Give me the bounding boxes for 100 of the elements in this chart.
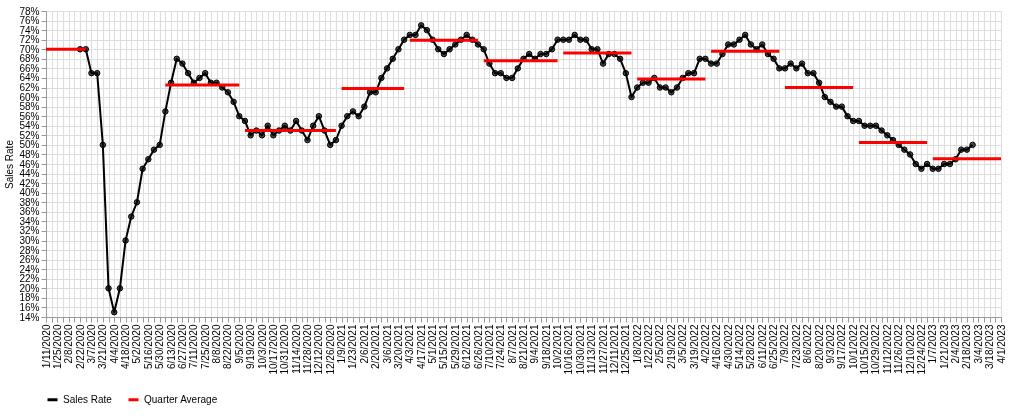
x-tick-label: 5/14/2022 <box>734 324 746 369</box>
x-tick-label: 5/28/2022 <box>745 324 757 369</box>
x-tick-label: 7/11/2020 <box>188 324 200 369</box>
legend-label: Sales Rate <box>63 393 113 405</box>
y-tick-label: 68% <box>19 53 40 65</box>
y-tick-label: 42% <box>19 177 40 189</box>
y-tick-label: 54% <box>19 120 40 132</box>
x-tick-label: 2/4/2023 <box>950 324 962 364</box>
x-tick-label: 3/5/2022 <box>677 324 689 364</box>
x-tick-label: 10/31/2020 <box>279 324 291 375</box>
y-tick-label: 34% <box>19 215 40 227</box>
x-tick-label: 6/27/2020 <box>176 324 188 369</box>
x-tick-label: 8/7/2021 <box>506 324 518 364</box>
y-tick-label: 36% <box>19 206 40 218</box>
y-tick-label: 16% <box>19 301 40 313</box>
y-tick-label: 62% <box>19 82 40 93</box>
x-tick-label: 1/11/2020 <box>40 324 52 369</box>
x-tick-label: 7/10/2021 <box>483 324 495 369</box>
y-tick-label: 76% <box>19 15 40 27</box>
x-tick-label: 11/14/2020 <box>290 324 302 374</box>
y-tick-label: 48% <box>19 148 40 160</box>
y-tick-label: 46% <box>19 158 40 170</box>
x-tick-label: 2/22/2020 <box>74 324 86 369</box>
x-tick-label: 12/26/2020 <box>324 324 336 375</box>
x-tick-label: 5/16/2020 <box>142 324 154 369</box>
x-tick-label: 2/19/2022 <box>665 324 677 369</box>
x-tick-label: 4/4/2020 <box>108 324 120 364</box>
y-tick-label: 52% <box>19 129 40 141</box>
x-tick-label: 4/1/2023 <box>995 324 1007 364</box>
x-tick-label: 6/25/2022 <box>768 324 780 369</box>
x-tick-label: 8/20/2022 <box>813 324 825 369</box>
x-tick-label: 3/4/2023 <box>972 324 984 364</box>
x-tick-label: 1/21/2023 <box>938 324 950 369</box>
y-tick-label: 50% <box>19 139 40 151</box>
x-tick-label: 6/11/2022 <box>756 324 768 369</box>
x-tick-label: 5/30/2020 <box>154 324 166 369</box>
x-tick-label: 1/8/2022 <box>631 324 643 364</box>
x-tick-label: 4/18/2020 <box>120 324 132 369</box>
y-tick-label: 40% <box>19 187 40 199</box>
x-tick-label: 4/2/2022 <box>699 324 711 364</box>
x-tick-label: 1/22/2022 <box>643 324 655 369</box>
x-tick-label: 10/16/2021 <box>563 324 575 375</box>
x-tick-label: 12/25/2021 <box>620 324 632 375</box>
x-tick-label: 8/22/2020 <box>222 324 234 369</box>
x-tick-label: 6/26/2021 <box>472 324 484 369</box>
x-tick-label: 3/6/2021 <box>381 324 393 364</box>
y-tick-label: 60% <box>19 91 40 103</box>
x-tick-label: 11/28/2020 <box>301 324 313 374</box>
y-tick-label: 44% <box>19 168 40 180</box>
y-tick-label: 30% <box>19 235 40 246</box>
x-tick-label: 7/25/2020 <box>199 324 211 369</box>
y-tick-label: 78% <box>19 5 40 17</box>
x-tick-label: 10/15/2022 <box>859 324 871 375</box>
y-tick-label: 38% <box>19 196 40 208</box>
x-tick-label: 2/5/2022 <box>654 324 666 364</box>
legend-label: Quarter Average <box>144 393 218 405</box>
y-tick-label: 58% <box>19 101 40 113</box>
x-tick-label: 10/2/2021 <box>552 324 564 369</box>
x-tick-label: 9/3/2022 <box>824 324 836 364</box>
y-tick-label: 14% <box>19 311 40 323</box>
x-tick-label: 5/15/2021 <box>438 324 450 369</box>
x-tick-label: 9/18/2021 <box>540 324 552 369</box>
x-tick-label: 5/2/2020 <box>131 324 143 364</box>
y-tick-label: 64% <box>19 72 40 84</box>
x-tick-label: 4/30/2022 <box>722 324 734 369</box>
x-tick-label: 5/1/2021 <box>427 324 439 364</box>
x-tick-label: 2/20/2021 <box>370 324 382 369</box>
x-tick-label: 6/12/2021 <box>461 324 473 369</box>
x-tick-label: 3/7/2020 <box>85 324 97 364</box>
x-tick-label: 10/29/2022 <box>870 324 882 375</box>
x-tick-label: 4/3/2021 <box>404 324 416 364</box>
x-tick-label: 4/16/2022 <box>711 324 723 369</box>
y-tick-label: 72% <box>19 34 40 46</box>
x-tick-label: 9/17/2022 <box>836 324 848 369</box>
x-tick-label: 3/21/2020 <box>97 324 109 369</box>
x-tick-label: 7/23/2022 <box>790 324 802 369</box>
y-tick-label: 70% <box>19 43 40 55</box>
y-tick-label: 66% <box>19 62 40 74</box>
x-tick-label: 10/30/2021 <box>574 324 586 375</box>
x-tick-label: 1/25/2020 <box>51 324 63 369</box>
x-tick-label: 9/5/2020 <box>233 324 245 364</box>
x-tick-label: 10/1/2022 <box>847 324 859 369</box>
x-tick-label: 3/20/2021 <box>392 324 404 369</box>
x-tick-label: 11/12/2022 <box>881 324 893 374</box>
x-tick-label: 8/8/2020 <box>211 324 223 364</box>
y-tick-label: 74% <box>19 24 40 36</box>
x-tick-label: 1/9/2021 <box>336 324 348 364</box>
y-tick-label: 28% <box>19 244 40 256</box>
x-tick-label: 12/10/2022 <box>904 324 916 375</box>
y-tick-label: 18% <box>19 292 40 304</box>
y-axis-title: Sales Rate <box>4 139 16 189</box>
x-tick-label: 3/18/2023 <box>984 324 996 369</box>
x-tick-label: 5/29/2021 <box>449 324 461 369</box>
x-tick-label: 2/6/2021 <box>358 324 370 364</box>
y-tick-label: 56% <box>19 110 40 122</box>
y-tick-label: 22% <box>19 273 40 285</box>
x-tick-label: 10/3/2020 <box>256 324 268 369</box>
x-tick-label: 9/4/2021 <box>529 324 541 364</box>
x-tick-label: 9/19/2020 <box>245 324 257 369</box>
x-tick-label: 11/13/2021 <box>586 324 598 374</box>
